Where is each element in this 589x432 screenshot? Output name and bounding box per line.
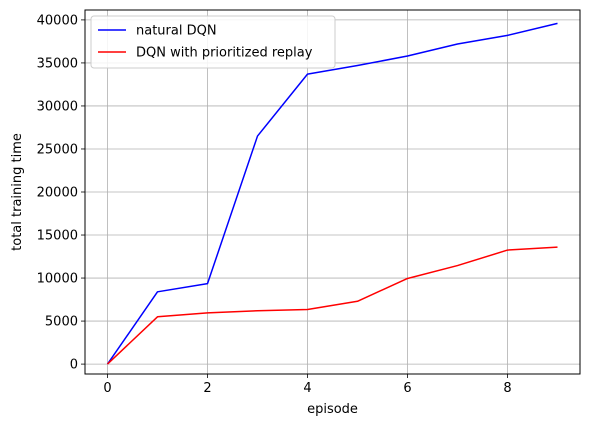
series-line [106, 22, 558, 365]
series-line [106, 246, 558, 365]
y-tick-label: 40000 [37, 13, 78, 28]
legend-label: DQN with prioritized replay [136, 46, 313, 61]
y-tick-label: 15000 [37, 229, 78, 244]
y-axis-label: total training time [10, 133, 25, 251]
series-lines [106, 22, 558, 365]
x-tick-label: 8 [503, 381, 511, 396]
legend-label: natural DQN [136, 24, 217, 39]
x-tick-label: 4 [303, 381, 311, 396]
y-tick-label: 25000 [37, 142, 78, 157]
axis-ticks: 0 2 4 6 8 0 5000 10000 15000 20000 25000 30000 35000… [37, 13, 512, 396]
y-tick-label: 5000 [45, 315, 78, 330]
x-tick-label: 0 [103, 381, 111, 396]
legend-box [90, 15, 336, 69]
y-tick-label: 20000 [37, 186, 78, 201]
y-tick-label: 30000 [37, 99, 78, 114]
x-axis-label: episode [307, 402, 358, 417]
x-tick-label: 2 [203, 381, 211, 396]
x-tick-label: 6 [403, 381, 411, 396]
y-tick-label: 0 [70, 358, 78, 373]
y-tick-label: 10000 [37, 272, 78, 287]
y-tick-label: 35000 [37, 56, 78, 71]
legend: natural DQN DQN with prioritized replay [90, 15, 336, 69]
